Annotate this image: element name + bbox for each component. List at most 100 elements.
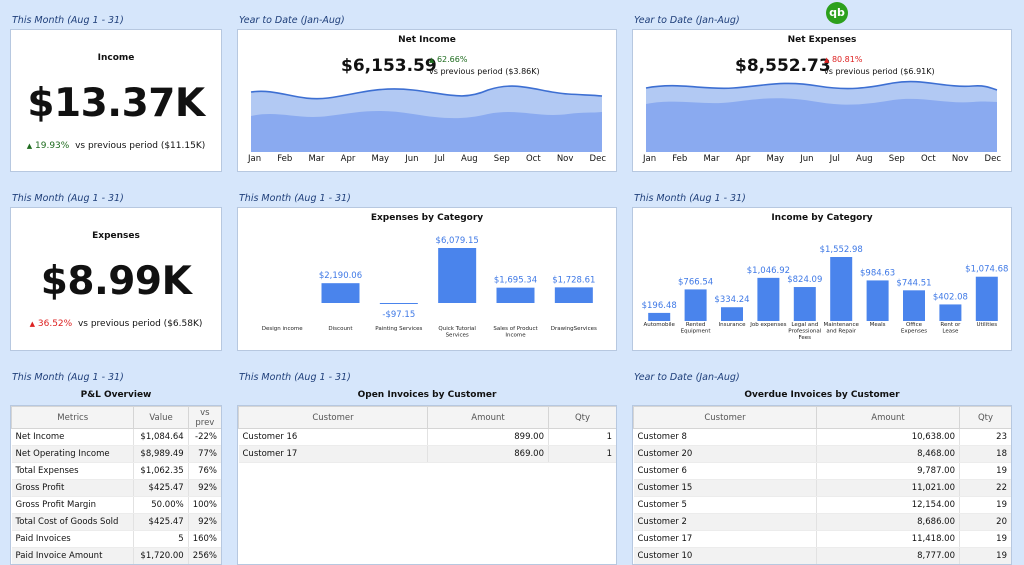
table-cell: 18 [959,445,1011,463]
bar[interactable] [903,290,925,321]
table-cell: 11,021.00 [816,479,960,497]
category-label: Maintenance and Repair [823,322,859,335]
bar-label: $402.08 [933,292,968,302]
table-row[interactable]: Paid Invoice Amount $1,720.00 256% [11,547,221,564]
category-label: Design income [262,326,303,332]
table-cell: 1 [548,428,616,446]
arrow-up-icon: ▲ [29,320,35,328]
table-cell: 256% [188,547,221,564]
table-row[interactable]: Net Operating Income $8,989.49 77% [11,445,221,463]
income-by-category-chart: $196.48 Automobile $766.54 Rented Equipment $… [642,245,1009,341]
table-cell: Customer 8 [633,428,817,446]
table-row[interactable]: Gross Profit $425.47 92% [11,479,221,497]
table-cell: $425.47 [133,479,189,497]
column-header[interactable]: vs prev [187,406,221,429]
table-row[interactable]: Customer 6 9,787.00 19 [633,462,1011,480]
table-row[interactable]: Customer 2 8,686.00 20 [633,513,1011,531]
category-label: Office Expenses [901,322,927,335]
table-cell: $425.47 [133,513,189,531]
expenses-value: $8.99K [40,259,192,304]
column-header[interactable]: Amount [816,406,960,429]
bar[interactable] [684,289,707,321]
bar[interactable] [379,303,418,304]
bar-label: $1,695.34 [494,276,537,286]
bar[interactable] [830,257,853,321]
table-row[interactable]: Total Expenses $1,062.35 76% [11,462,221,480]
quickbooks-logo: qb [826,2,848,24]
income-delta: ▲ 19.93% vs previous period ($11.15K) [26,141,206,151]
table-cell: 8,686.00 [816,513,960,531]
bar[interactable] [866,280,889,321]
table-cell: Paid Invoices [11,530,135,548]
table-cell: Paid Invoice Amount [11,547,135,564]
table-cell: Customer 10 [633,547,817,564]
table-row[interactable]: Customer 16 899.00 1 [238,428,616,446]
overdue-invoices-table-card: Customer Amount Qty Customer 8 10,638.00 2… [632,405,1012,565]
month-axis: Jan Feb Mar Apr May Jun Jul Aug Sep Oct Nov Dec [248,154,606,164]
table-row[interactable]: Customer 17 11,418.00 19 [633,530,1011,548]
section-label: Year to Date (Jan-Aug) [634,372,740,383]
bar-label: $2,190.06 [319,271,362,281]
income-value: $13.37K [27,81,205,126]
column-header[interactable]: Qty [548,406,616,429]
bar[interactable] [554,287,593,303]
table-cell: Customer 15 [633,479,817,497]
table-cell: 9,787.00 [816,462,960,480]
category-label: Quick Tutorial Services [438,326,476,339]
table-cell: 20 [959,513,1011,531]
table-cell: $1,084.64 [133,428,189,446]
bar-label: $6,079.15 [436,236,479,246]
category-label: Automobile [643,322,675,328]
bar[interactable] [496,287,535,303]
bar[interactable] [793,287,816,321]
table-row[interactable]: Total Cost of Goods Sold $425.47 92% [11,513,221,531]
bar-label: $334.24 [714,295,749,305]
column-header[interactable]: Qty [959,406,1011,429]
table-row[interactable]: Net Income $1,084.64 -22% [11,428,221,446]
table-row[interactable]: Gross Profit Margin 50.00% 100% [11,496,221,514]
bar[interactable] [438,248,477,303]
category-label: Job expenses [749,322,786,328]
open-invoices-table: Customer Amount Qty Customer 16 899.00 1 Cu… [238,406,616,463]
table-cell: Customer 6 [633,462,817,480]
bar[interactable] [757,277,780,321]
table-row[interactable]: Customer 10 8,777.00 19 [633,547,1011,564]
table-row[interactable]: Customer 15 11,021.00 22 [633,479,1011,497]
table-cell: 19 [959,547,1011,564]
bar[interactable] [939,304,962,321]
arrow-up-icon: ▲ [26,142,33,150]
table-row[interactable]: Customer 20 8,468.00 18 [633,445,1011,463]
column-header[interactable]: Metrics [11,406,135,429]
column-header[interactable]: Customer [633,406,817,429]
table-row[interactable]: Customer 17 869.00 1 [238,445,616,463]
table-cell: Gross Profit Margin [11,496,135,514]
pl-overview-table: Metrics Value vs prev Net Income $1,084.6… [11,406,221,564]
bar[interactable] [975,276,998,321]
table-cell: 8,777.00 [816,547,960,564]
table-cell: Customer 17 [633,530,817,548]
bar[interactable] [721,307,743,321]
expenses-by-category-chart: Design income $2,190.06 Discount -$97.15 Pai… [262,236,597,339]
bar-label: $1,074.68 [965,265,1008,275]
table-cell: $8,989.49 [133,445,189,463]
table-cell: Customer 2 [633,513,817,531]
expenses-title: Expenses [92,231,140,241]
net-expenses-title: Net Expenses [787,35,857,45]
table-row[interactable]: Customer 8 10,638.00 23 [633,428,1011,446]
bar-label: $766.54 [678,277,713,287]
open-invoices-table-card: Customer Amount Qty Customer 16 899.00 1 Cu… [237,405,617,565]
column-header[interactable]: Customer [238,406,428,429]
column-header[interactable]: Value [133,406,189,429]
section-label: Year to Date (Jan-Aug) [239,15,345,26]
net-income-card: Net Income $6,153.59 ▲ 62.66% vs previou… [237,29,617,172]
bar[interactable] [321,283,360,303]
table-cell: 23 [959,428,1011,446]
section-label: This Month (Aug 1 - 31) [239,372,351,383]
overdue-invoices-table: Customer Amount Qty Customer 8 10,638.00 2… [633,406,1011,564]
table-row[interactable]: Paid Invoices 5 160% [11,530,221,548]
table-row[interactable]: Customer 5 12,154.00 19 [633,496,1011,514]
table-cell: 1 [548,445,616,463]
bar[interactable] [648,312,671,321]
column-header[interactable]: Amount [427,406,549,429]
income-by-category-card: Income by Category $196.48 Automobile $766… [632,207,1012,351]
